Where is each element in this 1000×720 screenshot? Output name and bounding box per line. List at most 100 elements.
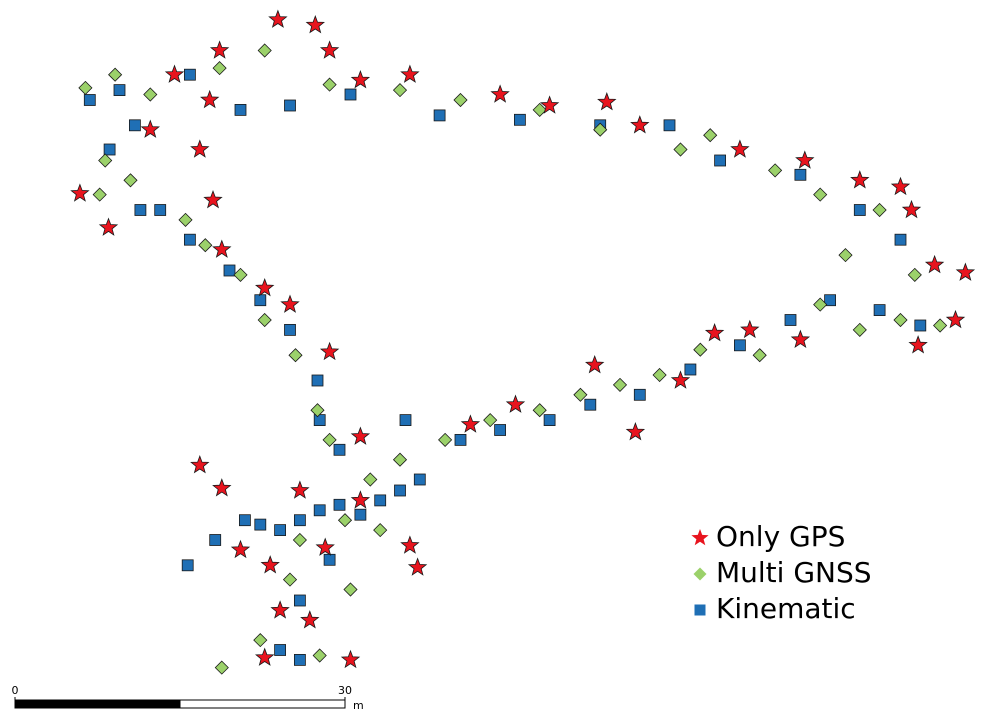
square-marker bbox=[633, 388, 646, 401]
square-marker bbox=[293, 654, 306, 666]
scale-unit: m bbox=[353, 699, 364, 712]
star-marker bbox=[350, 426, 371, 445]
diamond-marker bbox=[693, 342, 708, 357]
square-marker bbox=[323, 553, 336, 566]
square-marker bbox=[154, 204, 167, 216]
square-marker bbox=[684, 363, 697, 376]
square-marker bbox=[433, 109, 446, 122]
diamond-marker bbox=[78, 80, 93, 95]
star-marker bbox=[98, 217, 119, 236]
square-marker bbox=[234, 104, 247, 116]
star-marker bbox=[190, 455, 210, 474]
star-marker bbox=[955, 262, 976, 281]
square-marker bbox=[274, 524, 287, 536]
diamond-marker bbox=[532, 403, 547, 418]
square-marker bbox=[313, 504, 326, 517]
square-marker bbox=[454, 433, 467, 446]
legend-marker bbox=[693, 567, 707, 581]
star-marker bbox=[400, 64, 420, 83]
star-marker bbox=[350, 490, 371, 509]
star-marker bbox=[255, 277, 275, 297]
star-marker bbox=[200, 89, 220, 109]
diamond-marker bbox=[652, 367, 667, 383]
diamond-marker bbox=[363, 472, 378, 487]
star-marker bbox=[340, 649, 361, 669]
square-marker bbox=[209, 534, 222, 546]
square-marker bbox=[914, 319, 927, 332]
star-marker bbox=[490, 84, 510, 103]
star-marker bbox=[209, 40, 230, 59]
star-marker bbox=[505, 394, 526, 413]
square-marker bbox=[824, 294, 836, 307]
star-marker bbox=[268, 9, 288, 28]
star-marker bbox=[260, 555, 280, 574]
star-marker bbox=[740, 319, 760, 339]
diamond-marker bbox=[933, 318, 948, 333]
square-marker bbox=[494, 424, 507, 436]
diamond-marker bbox=[703, 128, 718, 143]
diamond-marker bbox=[123, 173, 138, 188]
diamond-marker bbox=[143, 87, 158, 102]
square-marker bbox=[274, 644, 287, 656]
diamond-marker bbox=[337, 513, 353, 528]
diamond-marker bbox=[312, 648, 327, 663]
star-marker bbox=[140, 119, 160, 138]
diamond-marker bbox=[282, 572, 298, 587]
diamond-marker bbox=[392, 83, 408, 98]
diamond-marker bbox=[292, 532, 307, 548]
diamond-marker bbox=[212, 61, 227, 76]
star-marker bbox=[270, 600, 290, 619]
square-marker bbox=[734, 339, 746, 352]
star-marker bbox=[190, 139, 210, 158]
diamond-marker bbox=[310, 403, 325, 418]
square-marker bbox=[183, 233, 196, 246]
square-marker bbox=[333, 443, 346, 456]
diamond-marker bbox=[813, 187, 828, 202]
star-marker bbox=[400, 535, 420, 554]
square-marker bbox=[714, 154, 726, 167]
square-marker bbox=[311, 374, 324, 387]
square-marker bbox=[784, 314, 797, 326]
star-marker bbox=[924, 254, 945, 274]
square-marker bbox=[514, 113, 526, 126]
square-marker bbox=[238, 514, 251, 527]
square-marker bbox=[83, 94, 96, 106]
diamond-marker bbox=[392, 452, 408, 467]
square-marker bbox=[374, 494, 387, 507]
diamond-marker bbox=[198, 238, 213, 253]
star-marker bbox=[319, 40, 340, 59]
diamond-marker bbox=[373, 523, 388, 538]
scale-tick-label: 30 bbox=[338, 684, 352, 697]
diamond-marker bbox=[322, 77, 337, 92]
star-marker bbox=[280, 294, 300, 313]
star-marker bbox=[70, 183, 90, 202]
diamond-marker bbox=[752, 348, 767, 363]
square-marker bbox=[313, 414, 326, 427]
square-marker bbox=[873, 304, 886, 317]
star-marker bbox=[630, 115, 650, 134]
square-marker bbox=[293, 514, 306, 527]
star-marker bbox=[203, 189, 223, 209]
star-marker bbox=[908, 335, 928, 354]
star-marker bbox=[585, 354, 605, 374]
square-marker bbox=[853, 204, 866, 216]
star-marker bbox=[597, 92, 617, 111]
square-marker bbox=[293, 594, 306, 607]
diamond-marker bbox=[893, 312, 908, 328]
star-marker bbox=[212, 239, 232, 258]
legend-label: Only GPS bbox=[716, 520, 845, 553]
star-marker bbox=[890, 176, 911, 196]
star-marker bbox=[315, 537, 335, 556]
star-marker bbox=[901, 199, 922, 219]
star-marker bbox=[290, 480, 310, 499]
star-marker bbox=[255, 647, 275, 666]
diamond-marker bbox=[907, 267, 922, 282]
square-marker bbox=[223, 264, 236, 277]
diamond-marker bbox=[178, 212, 193, 227]
scale-bar-black bbox=[14, 699, 181, 709]
diamond-marker bbox=[872, 202, 887, 218]
star-marker bbox=[670, 370, 691, 389]
square-marker bbox=[894, 233, 907, 246]
square-marker bbox=[183, 68, 196, 81]
